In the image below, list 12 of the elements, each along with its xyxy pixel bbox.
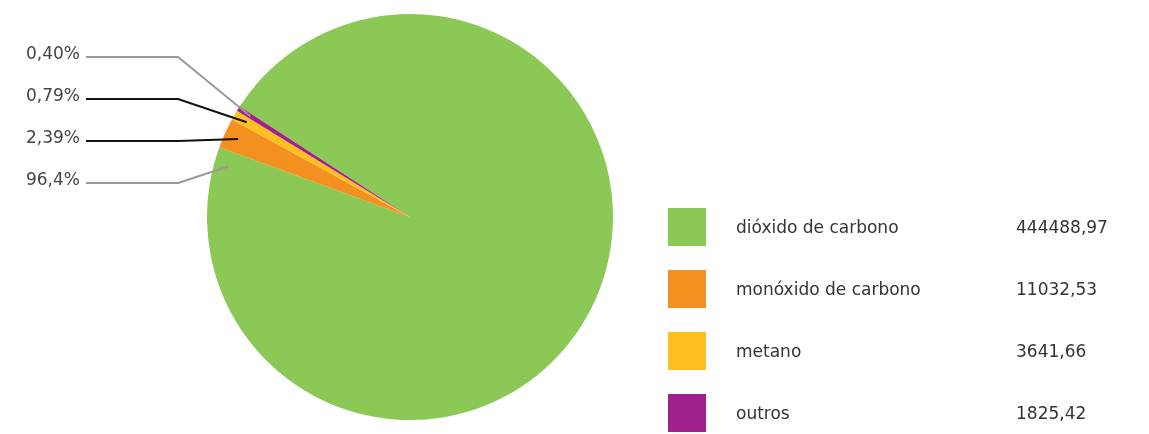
legend-label: monóxido de carbono: [736, 279, 922, 299]
data-label: 2,39%: [25, 127, 80, 148]
data-label: 96,4%: [25, 169, 80, 190]
data-label: 0,79%: [25, 85, 80, 106]
data-label: 0,40%: [25, 43, 80, 64]
text: 11032,53: [1016, 279, 1098, 299]
text: 3641,66: [1016, 341, 1087, 361]
text: 1825,42: [1016, 403, 1087, 423]
legend-label: metano: [736, 341, 803, 361]
legend-label: outros: [736, 403, 791, 423]
text: 444488,97: [1016, 217, 1108, 237]
legend-label: dióxido de carbono: [736, 217, 900, 237]
